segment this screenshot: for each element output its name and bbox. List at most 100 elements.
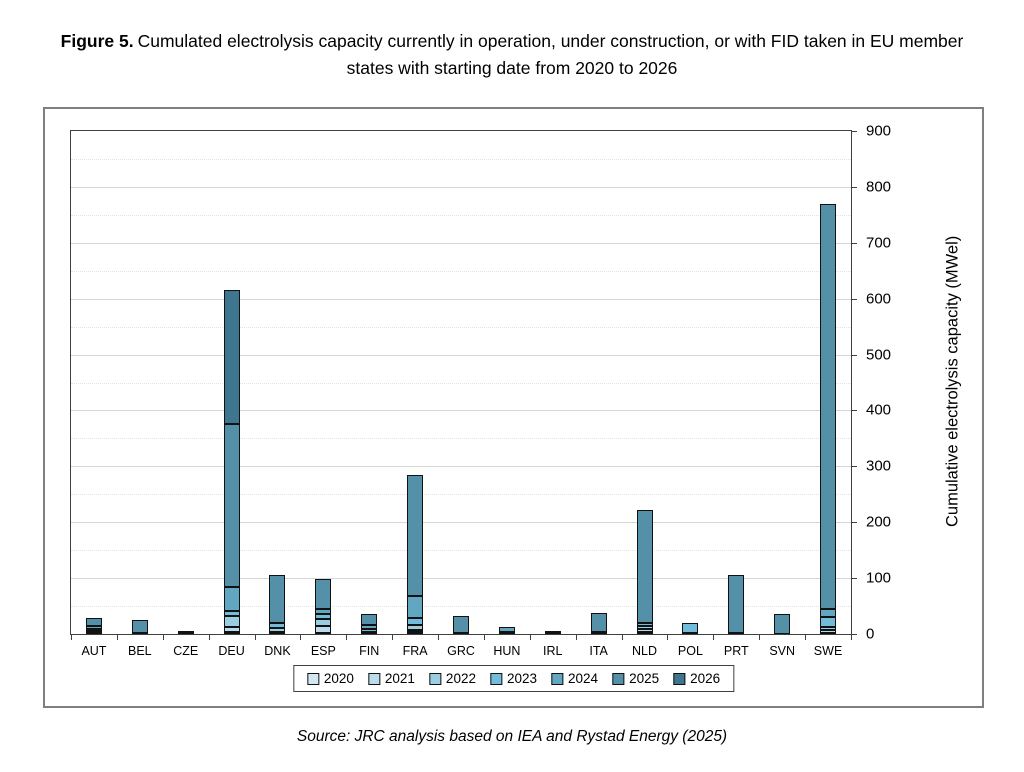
minor-gridline [71, 438, 851, 440]
y-axis-tick [851, 634, 857, 635]
legend-swatch-2023 [489, 672, 502, 685]
bar-segment-NLD-2023 [636, 623, 653, 627]
legend-swatch-2024 [551, 672, 564, 685]
x-axis-tick [392, 635, 394, 640]
plot-area: AUT BEL CZE DEU DNK ESP FIN FRA GRC HUN IRL ITA NLD P… [70, 123, 891, 658]
bar-segment-HUN-2023 [498, 632, 515, 634]
x-axis-label-HUN: HUN [493, 644, 521, 658]
y-axis-tick [851, 466, 857, 468]
legend-item-2020: 2020 [306, 671, 354, 686]
bar-segment-SWE-2025 [820, 203, 837, 609]
bar-segment-CZE-2025 [177, 631, 194, 634]
x-axis-tick [529, 635, 531, 640]
bar-segment-AUT-2025 [85, 617, 102, 626]
major-gridline [71, 354, 851, 356]
y-axis-tick-label: 200 [866, 513, 892, 531]
x-axis-label-DEU: DEU [218, 644, 245, 658]
major-gridline [71, 410, 851, 412]
legend-swatch-2022 [428, 672, 441, 685]
x-axis-tick [851, 635, 852, 640]
x-axis-label-ITA: ITA [589, 644, 608, 658]
x-axis-label-DNK: DNK [264, 644, 291, 658]
bar-segment-FIN-2023 [361, 628, 378, 633]
minor-gridline [71, 550, 851, 552]
bar-segment-IRL-2025 [544, 631, 561, 634]
y-axis-tick-label: 100 [866, 569, 892, 587]
bar-segment-BEL-2025 [131, 620, 148, 633]
legend-label-2024: 2024 [568, 671, 599, 686]
x-axis-tick [805, 635, 807, 640]
legend-swatch-2020 [306, 672, 319, 685]
y-axis-tick [851, 298, 857, 300]
bar-segment-DEU-2020 [223, 631, 240, 634]
bar-segment-NLD-2022 [636, 626, 653, 629]
bar-segment-ESP-2024 [315, 609, 332, 614]
legend-item-2022: 2022 [428, 671, 476, 686]
figure-title-text: Cumulated electrolysis capacity currentl… [137, 31, 964, 79]
bar-segment-FRA-2021 [407, 629, 424, 633]
y-axis-tick-label: 800 [866, 178, 892, 196]
x-axis-tick [254, 635, 256, 640]
x-axis-tick [575, 635, 577, 640]
legend-swatch-2025 [612, 672, 625, 685]
bar-segment-DEU-2021 [223, 627, 240, 632]
y-axis-tick-label: 700 [866, 234, 892, 252]
bar-segment-SWE-2024 [820, 608, 837, 617]
bar-segment-GRC-2025 [453, 616, 469, 633]
bar-segment-DEU-2024 [223, 587, 240, 612]
major-gridline [71, 242, 851, 244]
legend-swatch-2026 [673, 672, 686, 685]
legend-label-2023: 2023 [506, 671, 538, 686]
bar-segment-ESP-2021 [315, 626, 332, 633]
y-axis-tick-label: 600 [866, 290, 892, 308]
major-gridline [71, 578, 851, 580]
minor-gridline [71, 326, 851, 328]
minor-gridline [71, 270, 851, 272]
bar-segment-AUT-2024 [85, 625, 102, 629]
bar-segment-ESP-2025 [315, 579, 332, 610]
y-axis-title: Cumulative electrolysis capacity (MWel) [943, 235, 962, 528]
bar-segment-POL-2023 [682, 622, 699, 633]
legend-label-2025: 2025 [629, 671, 660, 686]
x-axis-label-PRT: PRT [723, 644, 749, 658]
bar-segment-SWE-2021 [820, 630, 837, 633]
bar-segment-DNK-2023 [269, 622, 286, 629]
y-axis-tick [851, 186, 857, 188]
x-axis-tick [438, 635, 440, 640]
minor-gridline [71, 494, 851, 496]
x-axis-tick [71, 635, 72, 640]
chart-box: AUT BEL CZE DEU DNK ESP FIN FRA GRC HUN IRL ITA NLD P… [43, 107, 984, 708]
bar-segment-DEU-2026 [223, 290, 240, 425]
y-axis-tick-label: 500 [866, 346, 892, 364]
x-axis-label-GRC: GRC [447, 644, 475, 658]
x-axis-label-BEL: BEL [127, 644, 152, 658]
bar-segment-FRA-2022 [407, 624, 424, 630]
legend-item-2026: 2026 [673, 671, 720, 686]
y-axis-tick [851, 410, 857, 412]
bar-segment-PRT-2025 [728, 575, 745, 633]
bar-segment-HUN-2024 [498, 627, 515, 633]
bar-segment-DNK-2022 [269, 628, 286, 633]
bar-segment-DEU-2022 [223, 616, 240, 628]
y-axis-tick [851, 354, 857, 356]
x-axis-label-NLD: NLD [632, 644, 658, 658]
y-axis-tick [851, 242, 857, 244]
bar-segment-DEU-2023 [223, 611, 240, 617]
major-gridline [71, 522, 851, 524]
x-axis-tick [162, 635, 164, 640]
x-axis-tick [208, 635, 210, 640]
bar-segment-AUT-2023 [85, 628, 102, 631]
x-axis-tick [483, 635, 485, 640]
source-caption: Source: JRC analysis based on IEA and Ry… [296, 728, 728, 745]
y-axis-tick-label: 900 [866, 122, 892, 140]
legend: 2020 2021 2022 2023 2024 2025 2026 [292, 665, 735, 692]
x-axis-tick [667, 635, 669, 640]
x-axis-tick [300, 635, 302, 640]
x-axis-tick [621, 635, 623, 640]
figure-number: Figure 5. [60, 31, 134, 51]
bar-segment-ESP-2022 [315, 619, 332, 627]
x-axis-label-SWE: SWE [813, 644, 843, 658]
y-axis-tick-label: 300 [866, 457, 892, 475]
x-axis-tick [759, 635, 761, 640]
x-axis-label-CZE: CZE [173, 644, 199, 658]
